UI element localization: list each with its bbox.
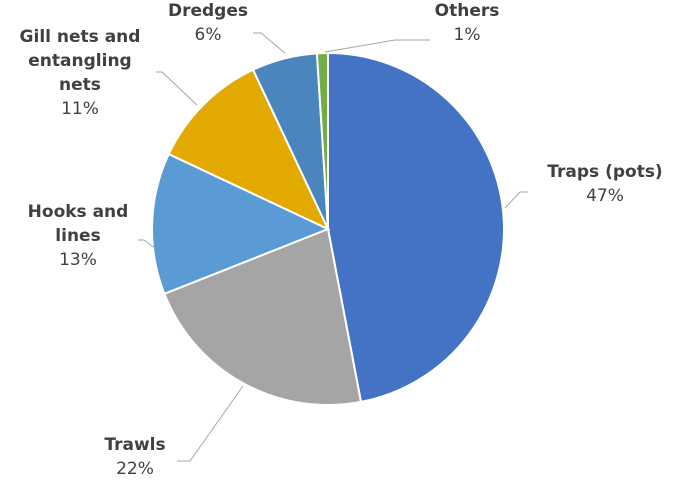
pie-slices — [151, 51, 505, 406]
category-label: Gill nets and — [20, 27, 141, 47]
pie-slice-others — [315, 51, 329, 230]
category-label: Hooks and — [28, 202, 129, 222]
category-label: Dredges — [168, 1, 248, 21]
percent-label: 1% — [454, 25, 481, 45]
data-label-trawls: Trawls 22% — [104, 435, 165, 479]
data-label-traps-pots: Traps (pots) 47% — [547, 162, 662, 206]
category-label: nets — [59, 75, 101, 95]
category-label: lines — [55, 226, 100, 246]
data-label-others: Others 1% — [435, 1, 500, 45]
pie-slice-gill-nets-and-entangling-nets — [167, 68, 331, 232]
pie-slice-trawls — [163, 227, 363, 406]
leader-line-trawls — [177, 385, 244, 462]
category-label: Trawls — [104, 435, 165, 455]
percent-label: 6% — [195, 25, 222, 45]
leader-line-dredges — [253, 32, 286, 54]
percent-label: 11% — [61, 99, 99, 119]
leader-line-others — [324, 39, 430, 53]
pie-slice-traps-pots — [327, 51, 505, 404]
data-label-gill-nets-and-entangling-nets: Gill nets and entangling nets 11% — [20, 27, 141, 119]
percent-label: 13% — [59, 250, 97, 270]
category-label: entangling — [28, 51, 131, 71]
data-label-dredges: Dredges 6% — [168, 1, 248, 45]
data-label-hooks-and-lines: Hooks and lines 13% — [28, 202, 129, 270]
leader-line-gill-nets-and-entangling-nets — [156, 71, 198, 106]
leader-lines — [138, 32, 528, 462]
leader-line-hooks-and-lines — [138, 239, 156, 249]
percent-label: 22% — [116, 459, 154, 479]
category-label: Traps (pots) — [547, 162, 662, 182]
pie-slice-hooks-and-lines — [151, 152, 331, 296]
category-label: Others — [435, 1, 500, 21]
data-labels: Traps (pots) 47% Trawls 22% Hooks and lines 13… — [20, 1, 663, 479]
percent-label: 47% — [586, 186, 624, 206]
leader-line-traps-pots — [504, 191, 528, 209]
